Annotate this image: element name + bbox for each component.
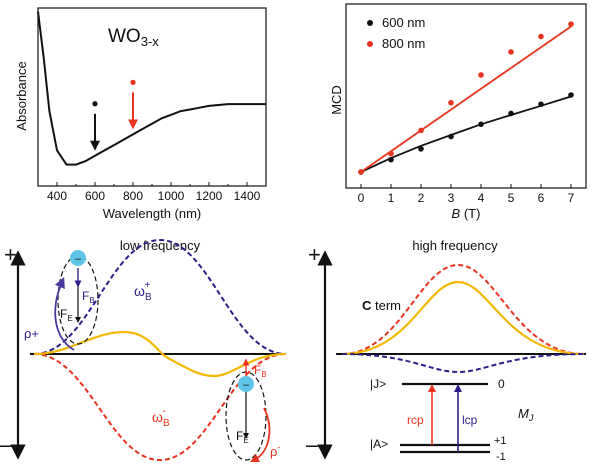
low-minus-sign: – xyxy=(0,432,13,457)
high-minus-sign: – xyxy=(306,432,319,457)
mcd-point-1-2 xyxy=(418,127,424,134)
absorbance-tick-label-1200: 1200 xyxy=(196,189,223,203)
mcd-chart: 0 1 2 3 4 5 6 7 600 nm 800 nm B (T) MCD xyxy=(329,3,587,221)
absorbance-x-ticks: 400 600 800 1000 1200 1400 xyxy=(47,182,261,203)
mcd-fit-line-0 xyxy=(360,95,572,173)
electron-charge-lower: – xyxy=(243,379,250,391)
absorbance-chart: 400 600 800 1000 1200 1400 WO3-x Wavelength (… xyxy=(14,7,267,221)
absorbance-tick-label-600: 600 xyxy=(85,189,105,203)
fb-label-upper: FB xyxy=(82,289,95,305)
absorbance-tick-label-400: 400 xyxy=(47,189,67,203)
absorbance-dot-600 xyxy=(92,101,98,107)
mcd-tick-label-6: 6 xyxy=(538,191,545,205)
mcd-legend: 600 nm 800 nm xyxy=(367,15,425,51)
mcd-point-0-4 xyxy=(478,121,484,128)
absorbance-curve xyxy=(37,11,266,166)
rho-minus-arrow xyxy=(249,407,271,463)
absorbance-tick-label-1400: 1400 xyxy=(234,189,261,203)
mcd-tick-label-1: 1 xyxy=(388,191,395,205)
rcp-label: rcp xyxy=(407,413,424,427)
mcd-tick-label-2: 2 xyxy=(418,191,425,205)
low-derivative-curve xyxy=(33,330,287,378)
omega-plus-label: ωB+ xyxy=(134,280,152,303)
low-frequency-diagram: low frequency + – ωB+ ωB- – FB FE ρ+ – xyxy=(0,238,287,463)
mcd-frame xyxy=(345,3,587,189)
orbit-rho-minus: – FB FE ρ- xyxy=(225,358,280,463)
absorbance-dot-800 xyxy=(130,79,136,85)
mcd-xlabel: B (T) xyxy=(452,206,481,221)
mcd-ylabel: MCD xyxy=(329,85,344,115)
high-red-dashed-curve xyxy=(341,263,585,355)
mcd-tick-label-0: 0 xyxy=(358,191,365,205)
fe-label-upper: FE xyxy=(60,307,73,323)
mj-minus-label: -1 xyxy=(496,451,506,463)
mcd-fit-line-1 xyxy=(360,25,572,173)
mj-zero-label: 0 xyxy=(498,377,505,391)
mcd-point-0-5 xyxy=(508,110,514,117)
rho-plus-label: ρ+ xyxy=(24,326,39,341)
electron-charge-upper: – xyxy=(75,253,82,265)
mcd-point-0-6 xyxy=(538,101,544,108)
high-blue-dashed-curve xyxy=(341,353,585,374)
legend-label-600: 600 nm xyxy=(382,15,425,30)
level-a-label: |A> xyxy=(370,437,388,451)
low-plus-sign: + xyxy=(4,242,17,267)
mcd-point-0-3 xyxy=(448,133,454,140)
mcd-point-1-3 xyxy=(448,99,454,106)
absorbance-ylabel: Absorbance xyxy=(14,61,29,130)
mj-plus-label: +1 xyxy=(494,435,507,447)
fb-label-lower: FB xyxy=(254,363,267,379)
legend-marker-800 xyxy=(367,41,373,47)
rho-plus-arrow xyxy=(54,277,75,351)
level-j-label: |J> xyxy=(370,377,386,391)
electron-upper xyxy=(70,250,86,266)
mcd-tick-label-3: 3 xyxy=(448,191,455,205)
high-plus-sign: + xyxy=(308,242,321,267)
orbit-rho-plus: – FB FE ρ+ xyxy=(24,250,99,351)
mcd-point-1-5 xyxy=(508,49,514,55)
high-frequency-title: high frequency xyxy=(412,238,498,253)
omega-minus-label: ωB- xyxy=(152,406,170,429)
absorbance-xlabel: Wavelength (nm) xyxy=(103,206,202,221)
mcd-point-1-4 xyxy=(478,72,484,78)
mcd-tick-label-5: 5 xyxy=(508,191,515,205)
absorbance-tick-label-800: 800 xyxy=(123,189,143,203)
fe-label-lower: FE xyxy=(236,429,249,445)
c-term-label: C term xyxy=(362,298,401,313)
mcd-point-1-0 xyxy=(358,169,364,175)
low-frequency-title: low frequency xyxy=(120,238,201,253)
electron-lower xyxy=(238,376,254,392)
legend-label-800: 800 nm xyxy=(382,36,425,51)
mcd-point-0-7 xyxy=(568,92,574,98)
mcd-point-0-2 xyxy=(418,146,424,152)
mcd-point-1-6 xyxy=(538,33,544,40)
high-absorption-curve xyxy=(341,280,585,356)
absorbance-markers xyxy=(90,79,138,151)
mcd-x-ticks: 0 1 2 3 4 5 6 7 xyxy=(358,184,575,205)
mcd-point-0-1 xyxy=(388,156,394,163)
legend-marker-600 xyxy=(367,20,373,26)
absorbance-title: WO3-x xyxy=(108,26,159,49)
omega-plus-curve xyxy=(33,238,287,355)
high-frequency-diagram: high frequency + – C term |J> |A> 0 +1 -… xyxy=(306,238,586,463)
mcd-point-1-1 xyxy=(388,150,394,157)
mcd-tick-label-4: 4 xyxy=(478,191,485,205)
absorbance-tick-label-1000: 1000 xyxy=(158,189,185,203)
mcd-tick-label-7: 7 xyxy=(568,191,575,205)
mcd-series xyxy=(358,21,574,175)
mj-label: MJ xyxy=(518,406,534,423)
rho-minus-label: ρ- xyxy=(270,442,280,459)
lcp-label: lcp xyxy=(462,413,478,427)
mcd-point-1-7 xyxy=(568,21,574,27)
